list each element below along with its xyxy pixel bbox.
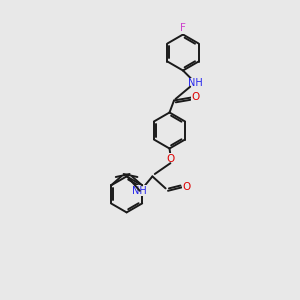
- Text: NH: NH: [132, 186, 147, 196]
- Text: O: O: [182, 182, 191, 192]
- Text: NH: NH: [188, 78, 203, 88]
- Text: O: O: [191, 92, 200, 103]
- Text: O: O: [166, 154, 175, 164]
- Text: F: F: [180, 23, 186, 33]
